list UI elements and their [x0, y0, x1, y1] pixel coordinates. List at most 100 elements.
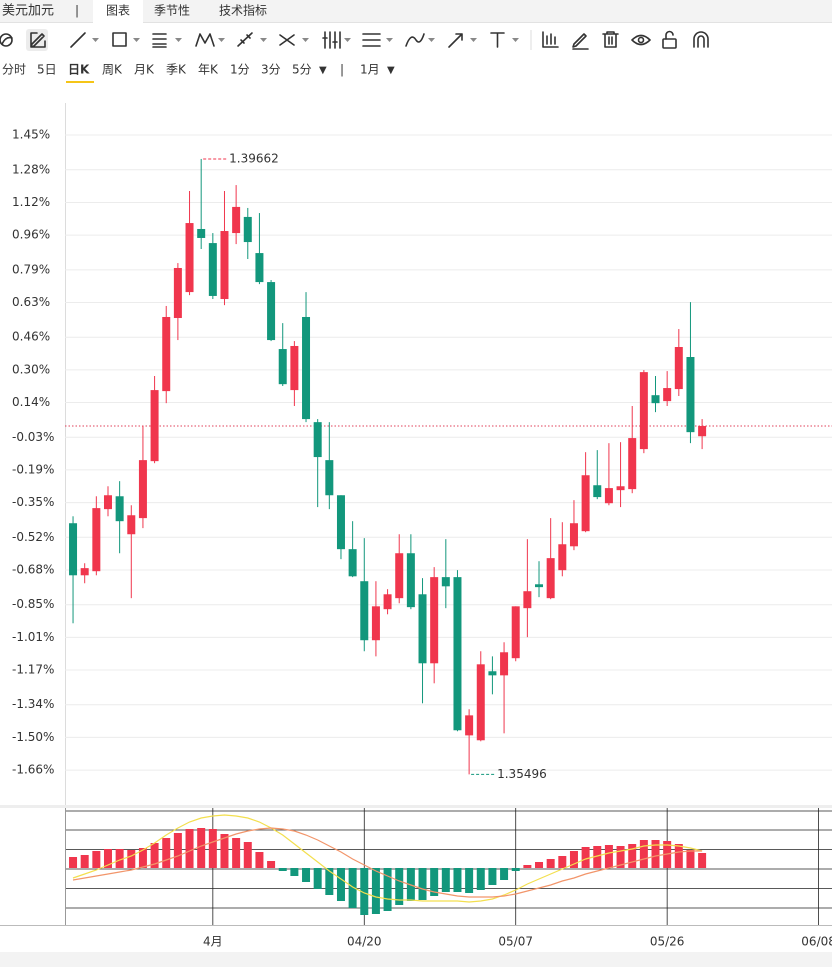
dropdown[interactable] [302, 38, 309, 42]
tool-icon[interactable] [30, 32, 46, 48]
macd-bar [162, 838, 171, 868]
dropdown[interactable] [512, 38, 519, 42]
period-item[interactable]: 年K [198, 63, 219, 77]
candle-body [569, 523, 578, 547]
dropdown[interactable] [344, 38, 351, 42]
tab-bar: 美元加元 | 图表 季节性 技术指标 [2, 0, 267, 23]
tool-icon[interactable] [237, 32, 253, 47]
tool-icon[interactable] [0, 33, 13, 47]
macd-bar [523, 865, 532, 868]
dropdown[interactable] [428, 38, 435, 42]
candle-body [92, 508, 101, 572]
tool-icon[interactable] [405, 33, 425, 47]
macd-line [72, 827, 703, 898]
tool-icon[interactable] [112, 32, 127, 47]
x-tick-label: 06/08 [801, 935, 832, 949]
range-arrow[interactable]: ▼ [387, 65, 395, 76]
candle-body [453, 577, 462, 731]
panel-divider [0, 805, 832, 808]
tool-icon[interactable] [70, 32, 86, 48]
y-tick-label: 0.63% [12, 295, 50, 309]
tool-icon[interactable] [631, 34, 651, 46]
macd-bar [593, 846, 602, 868]
status-strip [0, 952, 832, 967]
tool-icon[interactable] [602, 31, 619, 48]
macd-bar [255, 852, 264, 868]
tool-icon[interactable] [448, 33, 463, 48]
period-item[interactable]: 周K [102, 63, 123, 77]
candle-body [674, 347, 683, 390]
period-item[interactable]: 5分 [292, 63, 312, 77]
dropdown[interactable] [92, 38, 99, 42]
tab-bar-bg [0, 0, 832, 22]
tool-icon[interactable] [322, 31, 341, 49]
x-tick-label: 4月 [203, 935, 223, 949]
candle-body [325, 460, 334, 496]
y-tick-label: 0.79% [12, 262, 50, 276]
macd-bar [558, 856, 567, 868]
tool-icon[interactable] [693, 31, 709, 48]
macd-bar [628, 844, 637, 868]
macd-bar [80, 855, 89, 868]
period-item[interactable]: 分时 [2, 63, 26, 77]
period-item[interactable]: 1分 [230, 63, 250, 77]
dropdown[interactable] [470, 38, 477, 42]
y-tick-label: 0.46% [12, 330, 50, 344]
candle-body [255, 253, 264, 283]
period-item[interactable]: 5日 [37, 63, 57, 77]
macd-bar [138, 848, 147, 868]
more-arrow[interactable]: ▼ [319, 65, 327, 76]
candle-body [243, 216, 252, 243]
period-item[interactable]: 季K [166, 63, 187, 77]
macd-bar [511, 868, 520, 871]
range[interactable]: 1月 [360, 63, 380, 77]
y-tick-label: -1.66% [12, 763, 54, 777]
candle-body [302, 316, 311, 420]
tab[interactable]: 图表 [106, 4, 130, 18]
tab[interactable]: 季节性 [154, 4, 190, 18]
separator: | [340, 63, 344, 77]
macd-bar [639, 840, 648, 868]
tab[interactable]: 技术指标 [219, 3, 267, 18]
macd-bar [232, 838, 241, 868]
tool-icon[interactable] [362, 33, 381, 47]
candle-body [604, 488, 613, 504]
tool-icon[interactable] [662, 30, 677, 49]
dropdown[interactable] [218, 38, 225, 42]
dropdown[interactable] [386, 38, 393, 42]
macd-bar [616, 846, 625, 868]
tool-icon[interactable] [279, 34, 295, 46]
candle-body [313, 422, 322, 458]
macd-bar [197, 828, 206, 868]
candle-body [523, 591, 532, 609]
period-item[interactable]: 日K [68, 63, 90, 77]
tool-icon[interactable] [152, 33, 167, 48]
candle-body [535, 584, 544, 588]
dropdown[interactable] [175, 38, 182, 42]
y-tick-label: -0.03% [12, 430, 54, 444]
candle-body [418, 594, 427, 664]
macd-bar [430, 868, 439, 896]
candle-body [383, 594, 392, 610]
candle-body [488, 671, 497, 676]
macd-bar [92, 851, 101, 868]
candle-body [103, 495, 112, 510]
macd-bar [500, 868, 509, 880]
macd-bar [267, 861, 276, 868]
y-tick-label: -1.34% [12, 697, 54, 711]
period-item[interactable]: 月K [134, 63, 155, 77]
candle-body [138, 460, 147, 519]
tool-icon[interactable] [195, 33, 215, 47]
candle-body [476, 664, 485, 741]
dropdown[interactable] [260, 38, 267, 42]
period-item[interactable]: 3分 [261, 63, 281, 77]
macd-bar [115, 849, 124, 868]
candle-body [651, 395, 660, 404]
x-tick-label: 04/20 [347, 935, 382, 949]
tool-icon[interactable] [542, 31, 559, 48]
tool-icon[interactable] [572, 33, 589, 50]
candle-body [127, 515, 136, 535]
y-tick-label: 0.30% [12, 362, 50, 376]
tool-icon[interactable] [490, 32, 505, 48]
dropdown[interactable] [133, 38, 140, 42]
